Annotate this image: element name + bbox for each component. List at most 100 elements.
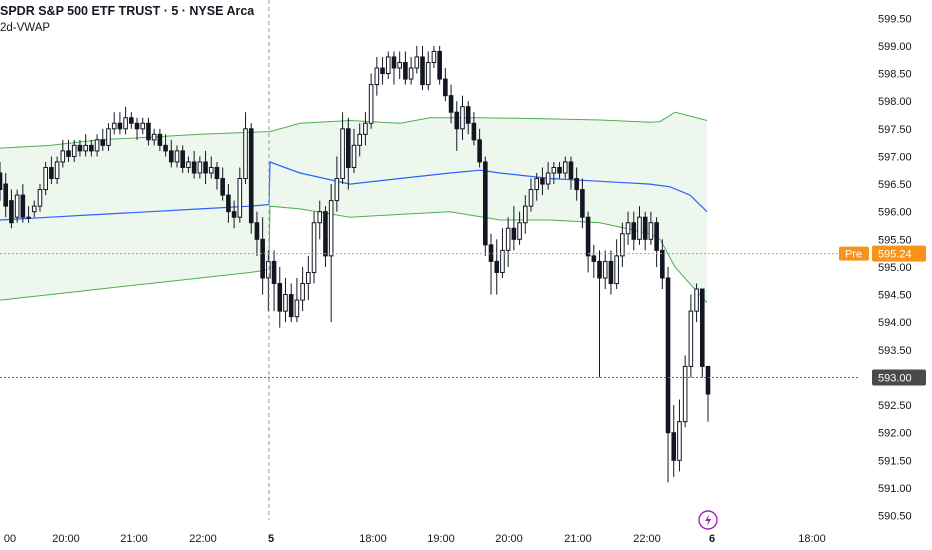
candle: [425, 51, 431, 91]
candle: [505, 217, 511, 267]
candle: [134, 117, 140, 140]
pre-price-bg: [872, 245, 926, 262]
candle: [420, 45, 425, 91]
candle-body: [574, 178, 579, 191]
candle: [351, 128, 357, 174]
candle: [522, 195, 528, 234]
candle-body: [146, 122, 151, 141]
y-tick-label: 591.50: [878, 455, 912, 467]
candle-body: [163, 144, 168, 152]
candle: [174, 145, 180, 168]
candle-body: [31, 205, 37, 213]
candle: [283, 277, 288, 323]
last-price-value: 593.00: [878, 372, 912, 384]
candle: [391, 51, 397, 85]
candle: [477, 128, 482, 168]
candle: [368, 73, 374, 129]
candle-body: [671, 432, 677, 461]
y-tick-label: 597.00: [878, 151, 912, 163]
candle: [562, 156, 568, 179]
candle-body: [511, 227, 517, 240]
candle-body: [20, 194, 26, 218]
pre-label: Pre: [845, 249, 862, 261]
candle-body: [631, 222, 637, 240]
candle-body: [317, 211, 323, 224]
candle-body: [0, 172, 3, 191]
candle: [637, 206, 642, 245]
candle-body: [220, 178, 225, 196]
candle: [3, 173, 9, 218]
candle: [49, 156, 54, 185]
candle: [511, 206, 517, 251]
lightning-icon-bolt: [705, 514, 712, 526]
candle-body: [483, 161, 488, 246]
y-tick-label: 598.50: [878, 69, 912, 81]
symbol-title[interactable]: SPDR S&P 500 ETF TRUST · 5 · NYSE Arca: [0, 4, 255, 18]
x-tick-label: 20:00: [495, 533, 523, 545]
candle-body: [608, 260, 614, 285]
candle: [625, 211, 631, 245]
candle: [374, 56, 380, 96]
candle: [0, 161, 3, 201]
candle: [699, 288, 705, 378]
price-axis[interactable]: 590.50 591.00 591.50 592.00 592.50 593.00 593.…: [839, 13, 926, 523]
candle: [671, 405, 677, 477]
candle: [557, 161, 562, 179]
candle-body: [77, 144, 83, 152]
candle: [323, 206, 328, 267]
time-axis[interactable]: 00 20:00 21:00 22:00 5 18:00 19:00 20:00 21:00 22…: [4, 510, 826, 545]
candle-body: [385, 56, 391, 75]
candle: [197, 156, 203, 179]
candle: [403, 51, 408, 85]
candle: [654, 217, 659, 267]
y-tick-label: 599.00: [878, 41, 912, 53]
candle: [43, 161, 48, 196]
candle: [380, 56, 385, 85]
candle-body: [591, 255, 597, 262]
candle-body: [174, 150, 180, 163]
candle: [345, 117, 351, 190]
candle: [271, 250, 277, 312]
candle: [277, 266, 283, 328]
last-price-badge: 593.00: [872, 369, 926, 386]
candle-body: [106, 128, 111, 146]
y-tick-label: 590.50: [878, 511, 912, 523]
candle-body: [580, 189, 585, 218]
lightning-icon[interactable]: [698, 510, 718, 530]
candle-body: [454, 111, 460, 130]
indicator-label[interactable]: 2d-VWAP: [0, 22, 51, 34]
candle-body: [562, 161, 568, 174]
candle: [631, 211, 637, 251]
candle-body: [49, 166, 54, 180]
candle: [146, 117, 151, 146]
candle-body: [391, 56, 397, 69]
candle-body: [186, 161, 191, 168]
candle-body: [197, 161, 203, 174]
candle-body: [208, 166, 214, 174]
candle: [642, 211, 648, 251]
candle-body: [71, 144, 77, 157]
candle-body: [534, 178, 540, 191]
candle-body: [494, 260, 500, 273]
candle: [163, 134, 168, 157]
candle-body: [540, 178, 545, 185]
candle: [20, 184, 26, 223]
candle: [454, 101, 460, 151]
candle: [614, 239, 619, 290]
candle-body: [557, 166, 562, 174]
candle: [694, 283, 699, 323]
candle-body: [465, 106, 471, 124]
candle: [545, 161, 551, 190]
candle: [37, 184, 43, 212]
candle: [77, 139, 83, 157]
candle: [465, 101, 471, 135]
candle-body: [425, 61, 431, 86]
candle-body: [705, 365, 711, 395]
y-tick-label: 592.50: [878, 400, 912, 412]
candle: [688, 294, 694, 378]
candle-body: [351, 144, 357, 168]
candle: [71, 139, 77, 162]
y-tick-label: 596.00: [878, 207, 912, 219]
candle-body: [3, 183, 9, 207]
